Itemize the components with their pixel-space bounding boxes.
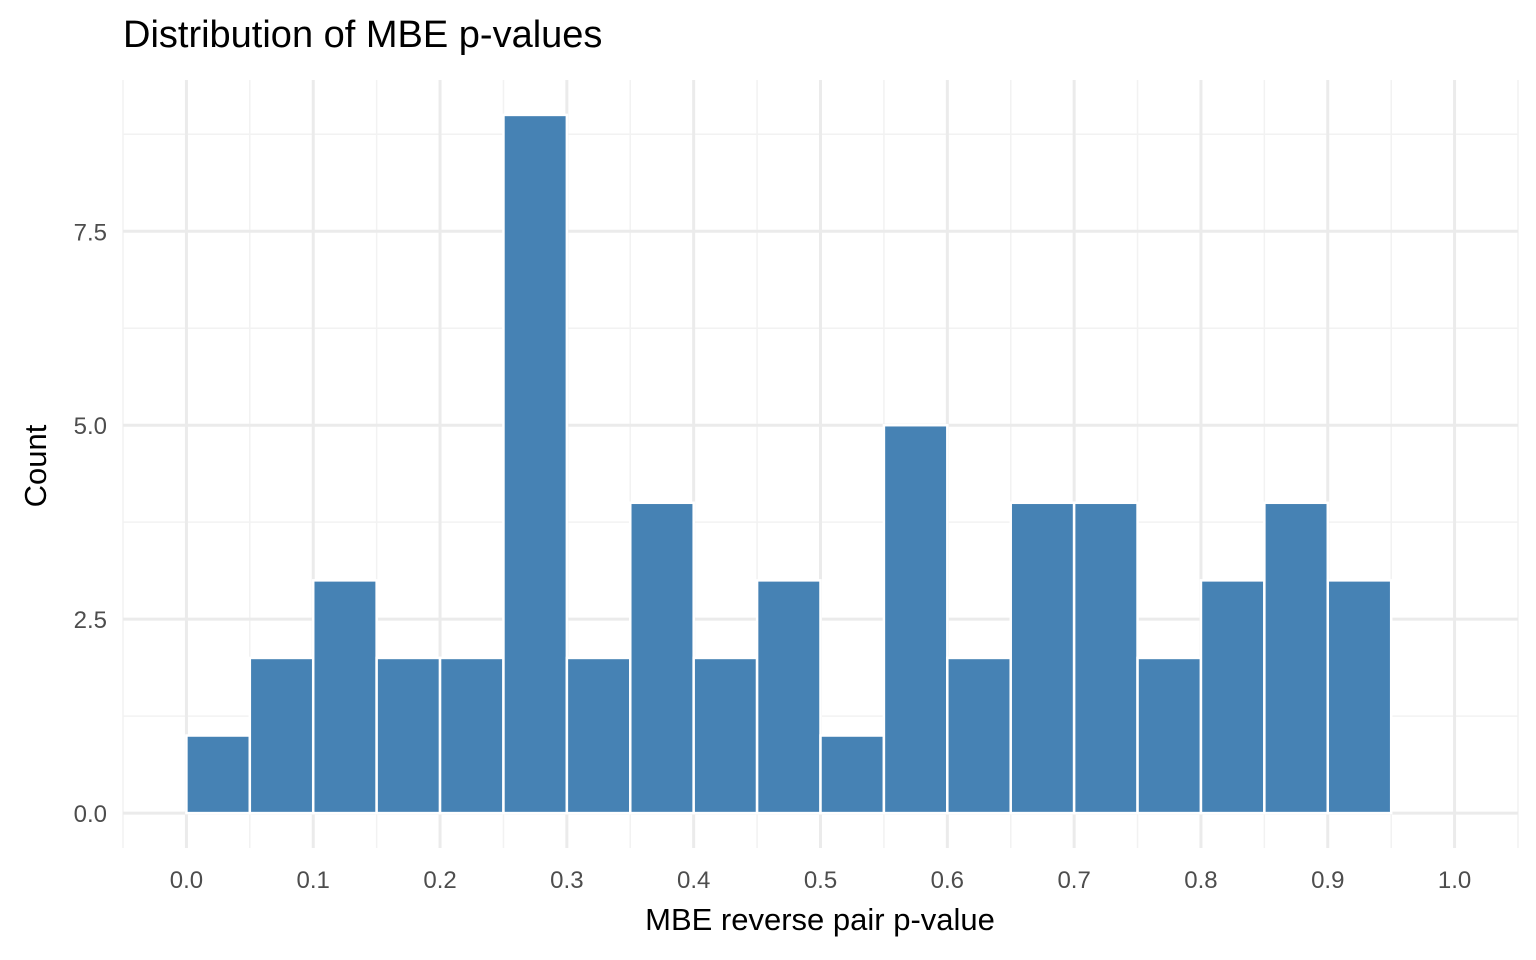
x-tick-label: 0.8 [1184,867,1217,894]
x-tick-label: 0.2 [423,867,456,894]
histogram-bar [502,113,569,815]
histogram-bar [819,734,886,815]
histogram-bar [629,501,695,815]
histogram-bar [1263,501,1330,815]
x-tick-label: 1.0 [1438,867,1471,894]
x-tick-label: 0.0 [170,867,203,894]
histogram-bar [375,656,442,815]
histogram-bar [755,579,822,815]
y-axis-tick-labels: 0.0 2.5 5.0 7.5 [74,219,107,828]
y-tick-label: 2.5 [74,607,107,634]
histogram-bar [946,656,1012,815]
histogram-bar [185,734,252,815]
histogram-bar [1199,579,1266,815]
histogram-bar [1072,501,1139,815]
histogram-bar [882,423,949,815]
x-tick-label: 0.5 [804,867,837,894]
histogram-bar [248,656,315,815]
x-tick-label: 0.3 [550,867,583,894]
x-axis-title: MBE reverse pair p-value [645,902,995,937]
histogram-bar [1009,501,1076,815]
histogram-bar [1326,579,1393,815]
histogram-bars [185,113,1393,815]
y-tick-label: 5.0 [74,413,107,440]
x-tick-label: 0.4 [677,867,710,894]
y-tick-label: 7.5 [74,219,107,246]
histogram-bar [565,656,632,815]
chart-title: Distribution of MBE p-values [123,14,603,56]
x-tick-label: 0.7 [1057,867,1090,894]
histogram-bar [1136,656,1203,815]
x-axis-tick-labels: 0.0 0.1 0.2 0.3 0.4 0.5 0.6 0.7 0.8 0.9 1.0 [170,867,1472,894]
histogram-bar [438,656,505,815]
y-tick-label: 0.0 [74,801,107,828]
x-tick-label: 0.6 [931,867,964,894]
y-axis-title: Count [18,424,53,507]
histogram-bar [311,579,378,815]
x-tick-label: 0.9 [1311,867,1344,894]
x-tick-label: 0.1 [297,867,330,894]
histogram-bar [692,656,759,815]
